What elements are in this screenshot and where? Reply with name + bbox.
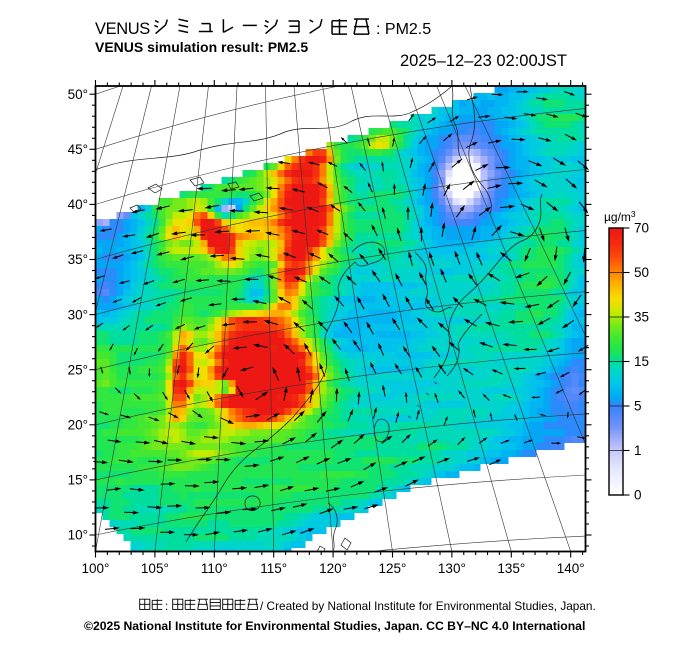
svg-text:30°: 30° [68, 307, 88, 322]
svg-text:2025–12–23 02:00JST: 2025–12–23 02:00JST [400, 52, 567, 70]
svg-text:70: 70 [634, 221, 649, 236]
svg-text:45°: 45° [68, 142, 88, 157]
svg-text:100°: 100° [82, 561, 110, 576]
svg-text:VENUS simulation result: PM2.5: VENUS simulation result: PM2.5 [95, 39, 308, 55]
svg-text:135°: 135° [497, 561, 525, 576]
svg-text:15°: 15° [68, 473, 88, 488]
svg-text:125°: 125° [379, 561, 407, 576]
svg-text:40°: 40° [68, 197, 88, 212]
svg-text:/ Created by National Institut: / Created by National Institute for Envi… [260, 599, 596, 613]
svg-text:35°: 35° [68, 252, 88, 267]
svg-text:20°: 20° [68, 418, 88, 433]
svg-text:10°: 10° [68, 528, 88, 543]
svg-text:35: 35 [634, 310, 649, 325]
svg-text:120°: 120° [319, 561, 347, 576]
svg-text:115°: 115° [260, 561, 287, 576]
svg-text:: PM2.5: : PM2.5 [376, 21, 431, 38]
svg-text:µg/m3: µg/m3 [604, 209, 636, 224]
svg-text:15: 15 [634, 354, 649, 369]
svg-text:0: 0 [634, 488, 642, 503]
svg-text:©2025 National Institute for E: ©2025 National Institute for Environment… [84, 619, 585, 633]
svg-text:1: 1 [634, 443, 642, 458]
svg-text:25°: 25° [68, 362, 88, 377]
svg-text:105°: 105° [141, 561, 169, 576]
svg-text:140°: 140° [557, 561, 585, 576]
svg-text:50: 50 [634, 265, 649, 280]
svg-text::: : [165, 601, 168, 613]
svg-text:110°: 110° [201, 561, 228, 576]
svg-text:50°: 50° [68, 87, 88, 102]
svg-text:VENUS: VENUS [95, 20, 150, 38]
svg-text:130°: 130° [438, 561, 466, 576]
svg-text:5: 5 [634, 399, 642, 414]
